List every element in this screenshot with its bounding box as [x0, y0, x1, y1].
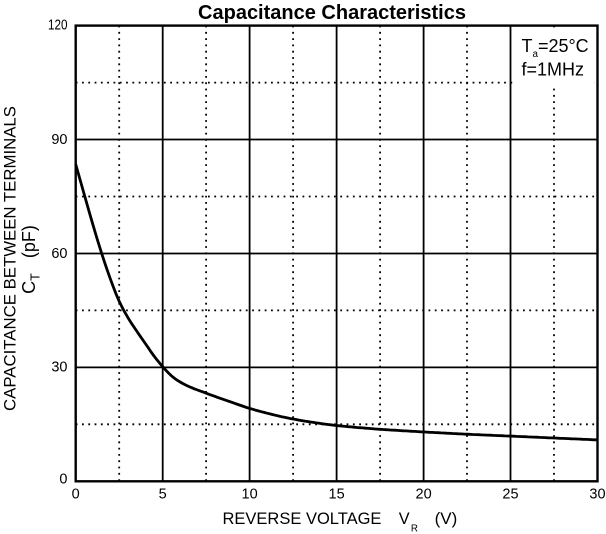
- svg-text:CAPACITANCE BETWEEN TERMINALS: CAPACITANCE BETWEEN TERMINALS: [0, 106, 19, 411]
- svg-text:90: 90: [51, 132, 67, 148]
- svg-text:CT (pF): CT (pF): [19, 225, 43, 294]
- svg-text:30: 30: [589, 487, 605, 503]
- svg-text:10: 10: [242, 487, 258, 503]
- svg-text:120: 120: [48, 17, 68, 33]
- svg-text:REVERSE VOLTAGE: REVERSE VOLTAGE: [223, 510, 382, 528]
- svg-text:0: 0: [72, 487, 80, 503]
- svg-text:V: V: [399, 510, 410, 528]
- svg-text:25: 25: [502, 487, 518, 503]
- svg-text:Capacitance Characteristics: Capacitance Characteristics: [198, 2, 466, 24]
- svg-text:15: 15: [329, 487, 345, 503]
- svg-text:0: 0: [59, 472, 67, 488]
- svg-text:f=1MHz: f=1MHz: [522, 60, 585, 80]
- svg-text:30: 30: [51, 359, 67, 375]
- svg-text:R: R: [411, 524, 418, 534]
- svg-text:20: 20: [416, 487, 432, 503]
- svg-text:60: 60: [51, 246, 67, 262]
- svg-text:5: 5: [159, 487, 167, 503]
- svg-text:(V): (V): [435, 509, 458, 528]
